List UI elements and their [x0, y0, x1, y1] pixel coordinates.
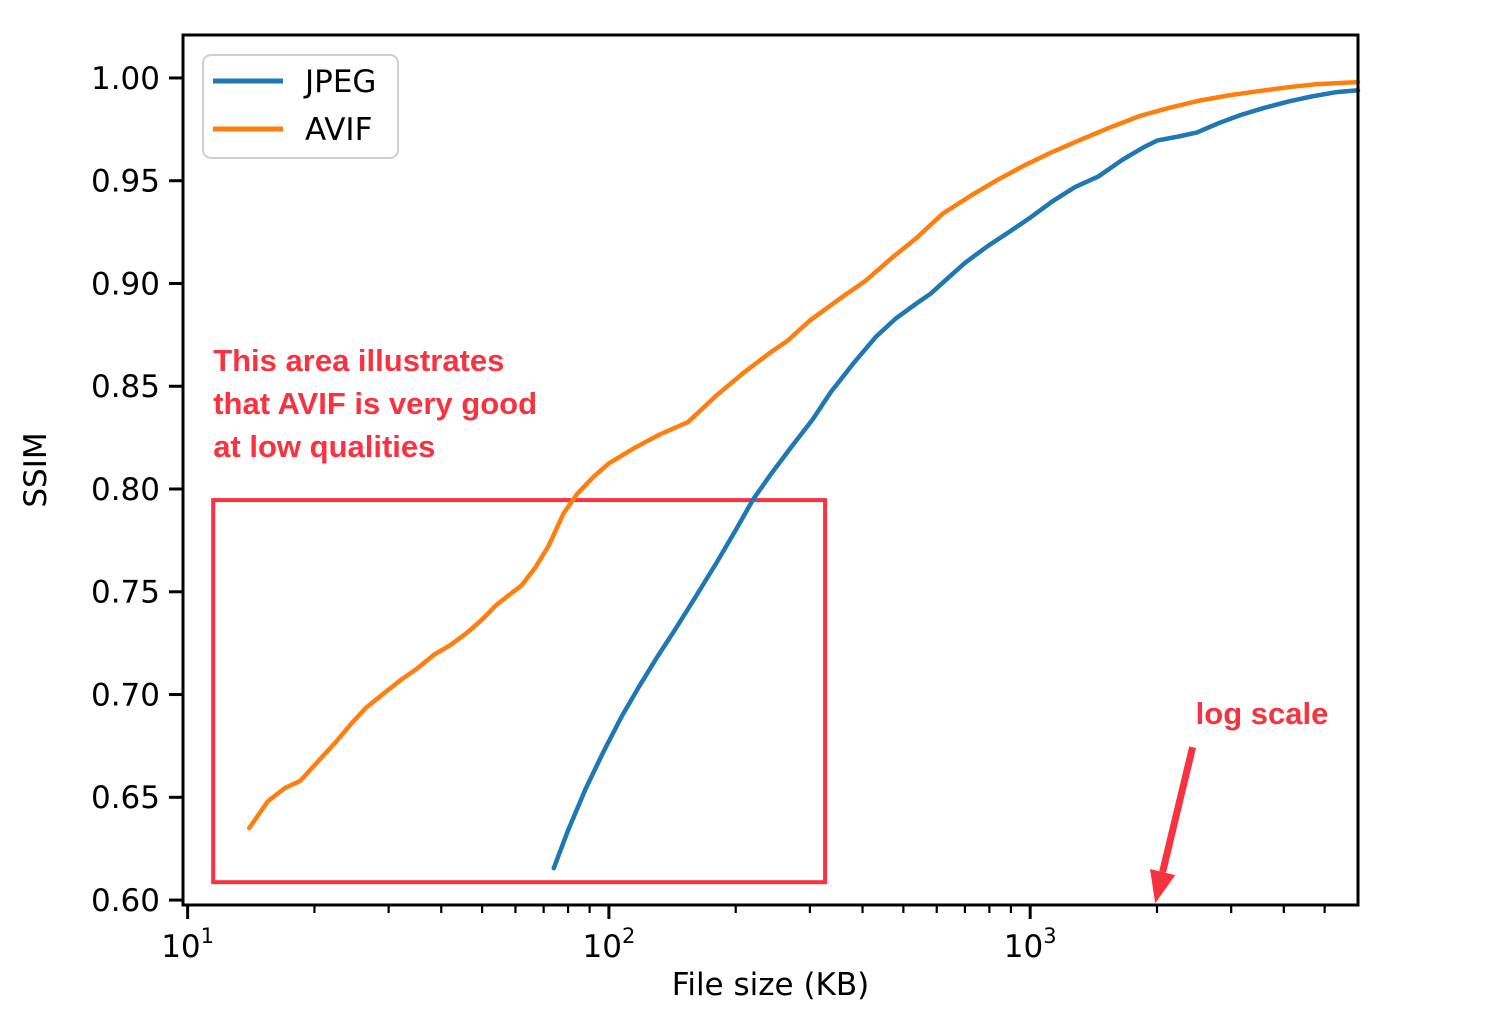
annotation-underlay [211, 498, 828, 885]
legend-label-jpeg: JPEG [303, 64, 376, 100]
series-layer [246, 79, 1361, 871]
highlight-rect [211, 498, 828, 885]
y-tick-label: 0.85 [91, 369, 160, 405]
legend-label-avif: AVIF [305, 112, 372, 148]
legend [202, 54, 399, 159]
y-tick-label: 0.95 [91, 164, 160, 200]
annotation-log-scale-label: log scale [1196, 696, 1329, 731]
jpeg-line [551, 88, 1361, 871]
y-tick-label: 0.60 [91, 883, 160, 919]
tick-labels-layer: 101 102 103 0.60 0.65 0.70 0.75 0.80 0.85 0.90 0.9… [91, 61, 1057, 965]
y-tick-label: 0.80 [91, 472, 160, 508]
x-tick-label: 102 [582, 924, 635, 965]
y-tick-label: 0.90 [91, 266, 160, 302]
annotation-note-line-3: at low qualities [213, 429, 435, 464]
x-tick-label: 101 [161, 924, 214, 965]
y-tick-label: 1.00 [91, 61, 160, 97]
avif-line [246, 79, 1361, 831]
y-tick-label: 0.65 [91, 780, 160, 816]
arrow-shaft [1159, 746, 1197, 873]
x-axis-title: File size (KB) [672, 967, 869, 1003]
plot-spines [181, 33, 1360, 907]
axes-layer [169, 33, 1360, 919]
x-tick-label: 103 [1004, 924, 1057, 965]
y-tick-label: 0.70 [91, 677, 160, 713]
log-scale-arrow [1150, 746, 1197, 904]
arrow-head [1150, 869, 1176, 904]
y-tick-label: 0.75 [91, 575, 160, 611]
y-axis-title: SSIM [18, 432, 54, 507]
annotation-note-line-2: that AVIF is very good [213, 386, 537, 421]
annotation-note-line-1: This area illustrates [213, 343, 504, 378]
